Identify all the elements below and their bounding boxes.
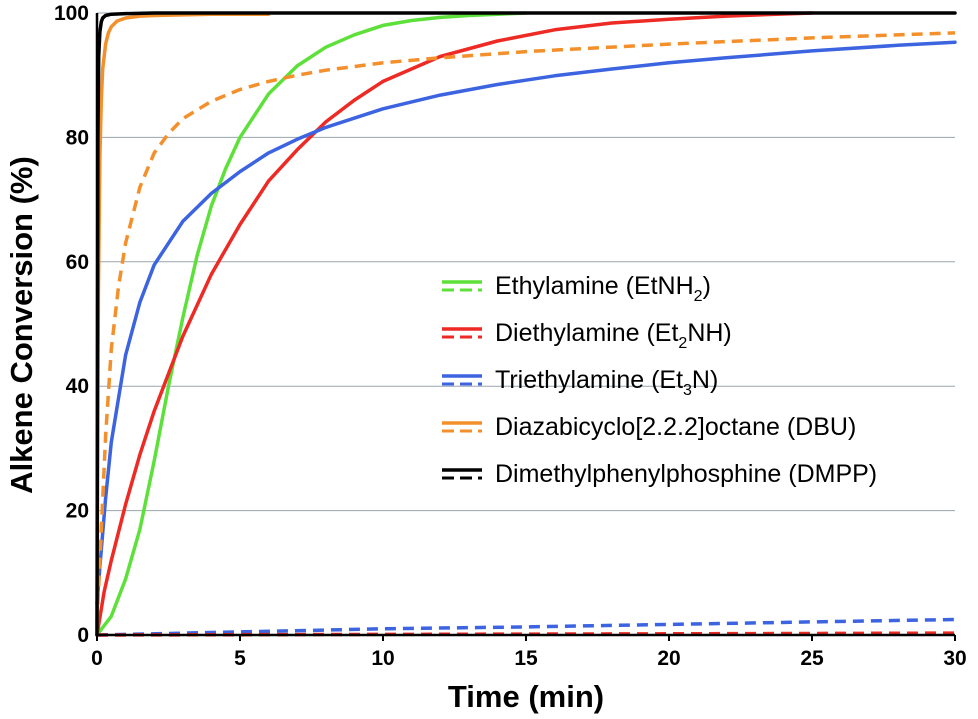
y-tick-label-60: 60 xyxy=(66,251,89,274)
legend-label-ethylamine: Ethylamine (EtNH2) xyxy=(495,272,711,305)
series-dbu-dashed xyxy=(95,31,956,623)
series-dmpp xyxy=(95,11,957,637)
y-axis-title: Alkene Conversion (%) xyxy=(4,156,39,494)
legend-label-triethylamine: Triethylamine (Et3N) xyxy=(495,366,718,399)
y-tick-label-40: 40 xyxy=(66,375,89,398)
x-tick-label-5: 5 xyxy=(234,647,246,670)
series-triethylamine xyxy=(95,40,957,606)
x-tick-label-30: 30 xyxy=(943,647,966,670)
legend-label-diethylamine: Diethylamine (Et2NH) xyxy=(495,319,732,352)
series-group xyxy=(95,11,957,637)
series-ethylamine xyxy=(95,11,528,637)
legend-label-dmpp: Dimethylphenylphosphine (DMPP) xyxy=(495,460,877,488)
x-tick-label-20: 20 xyxy=(657,647,680,670)
x-tick-label-10: 10 xyxy=(371,647,394,670)
x-tick-label-0: 0 xyxy=(91,647,103,670)
y-tick-label-100: 100 xyxy=(54,2,89,25)
x-tick-label-15: 15 xyxy=(514,647,538,670)
y-tick-label-0: 0 xyxy=(77,624,89,647)
series-diethylamine xyxy=(95,11,814,637)
tick-labels: 0 20 40 60 80 100 0 5 10 15 20 25 30 xyxy=(54,2,967,670)
y-tick-label-20: 20 xyxy=(66,500,89,523)
x-axis-title: Time (min) xyxy=(448,679,604,714)
x-tick-label-25: 25 xyxy=(800,647,824,670)
legend-label-dbu: Diazabicyclo[2.2.2]octane (DBU) xyxy=(495,413,856,441)
legend: Ethylamine (EtNH2) Diethylamine (Et2NH) Tr… xyxy=(442,272,877,488)
y-tick-label-80: 80 xyxy=(66,126,89,149)
